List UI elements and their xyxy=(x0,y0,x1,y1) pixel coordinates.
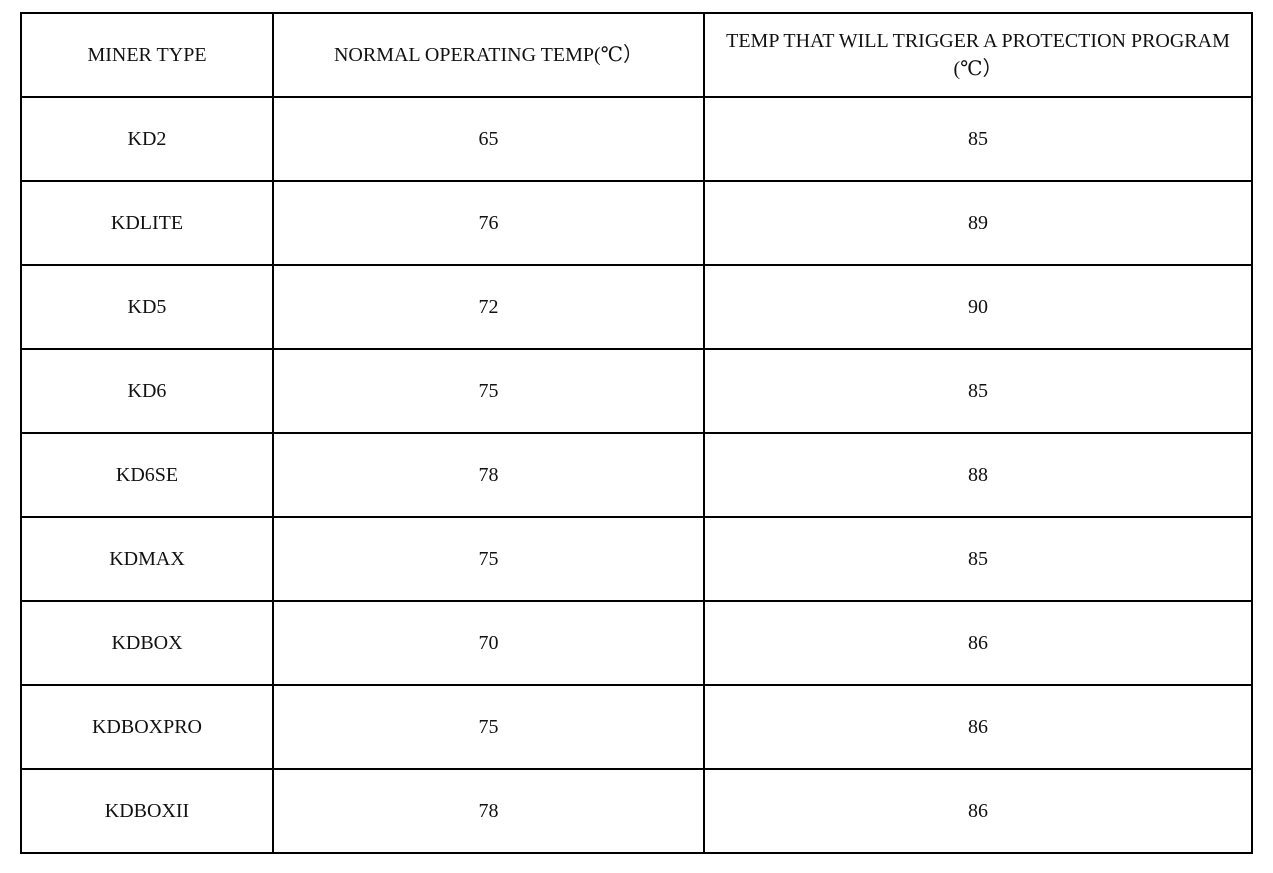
cell-normal-temp: 78 xyxy=(272,768,705,854)
table-row: KDBOXII 78 86 xyxy=(20,768,1253,854)
table-row: KD5 72 90 xyxy=(20,264,1253,350)
header-miner-type: MINER TYPE xyxy=(20,12,274,98)
cell-protection-temp: 85 xyxy=(703,348,1253,434)
cell-miner-type: KDBOXPRO xyxy=(20,684,274,770)
cell-normal-temp: 75 xyxy=(272,684,705,770)
cell-protection-temp: 89 xyxy=(703,180,1253,266)
table-row: KDLITE 76 89 xyxy=(20,180,1253,266)
cell-miner-type: KDMAX xyxy=(20,516,274,602)
cell-miner-type: KD2 xyxy=(20,96,274,182)
cell-miner-type: KD6 xyxy=(20,348,274,434)
table-row: KDMAX 75 85 xyxy=(20,516,1253,602)
cell-normal-temp: 70 xyxy=(272,600,705,686)
cell-protection-temp: 86 xyxy=(703,768,1253,854)
cell-normal-temp: 75 xyxy=(272,516,705,602)
cell-protection-temp: 85 xyxy=(703,516,1253,602)
table-row: KDBOXPRO 75 86 xyxy=(20,684,1253,770)
cell-normal-temp: 65 xyxy=(272,96,705,182)
table-row: KDBOX 70 86 xyxy=(20,600,1253,686)
cell-normal-temp: 72 xyxy=(272,264,705,350)
table-row: KD6SE 78 88 xyxy=(20,432,1253,518)
cell-normal-temp: 78 xyxy=(272,432,705,518)
cell-miner-type: KD5 xyxy=(20,264,274,350)
table-row: KD2 65 85 xyxy=(20,96,1253,182)
cell-protection-temp: 90 xyxy=(703,264,1253,350)
miner-temperature-table: MINER TYPE NORMAL OPERATING TEMP(℃） TEMP… xyxy=(20,12,1253,854)
header-normal-operating-temp: NORMAL OPERATING TEMP(℃） xyxy=(272,12,705,98)
cell-miner-type: KDBOX xyxy=(20,600,274,686)
cell-protection-temp: 85 xyxy=(703,96,1253,182)
cell-protection-temp: 88 xyxy=(703,432,1253,518)
cell-protection-temp: 86 xyxy=(703,684,1253,770)
table-header-row: MINER TYPE NORMAL OPERATING TEMP(℃） TEMP… xyxy=(20,12,1253,98)
table-row: KD6 75 85 xyxy=(20,348,1253,434)
cell-normal-temp: 76 xyxy=(272,180,705,266)
cell-miner-type: KDLITE xyxy=(20,180,274,266)
header-protection-temp: TEMP THAT WILL TRIGGER A PROTECTION PROG… xyxy=(703,12,1253,98)
miner-temperature-table-container: MINER TYPE NORMAL OPERATING TEMP(℃） TEMP… xyxy=(20,12,1253,854)
cell-normal-temp: 75 xyxy=(272,348,705,434)
cell-protection-temp: 86 xyxy=(703,600,1253,686)
cell-miner-type: KD6SE xyxy=(20,432,274,518)
cell-miner-type: KDBOXII xyxy=(20,768,274,854)
